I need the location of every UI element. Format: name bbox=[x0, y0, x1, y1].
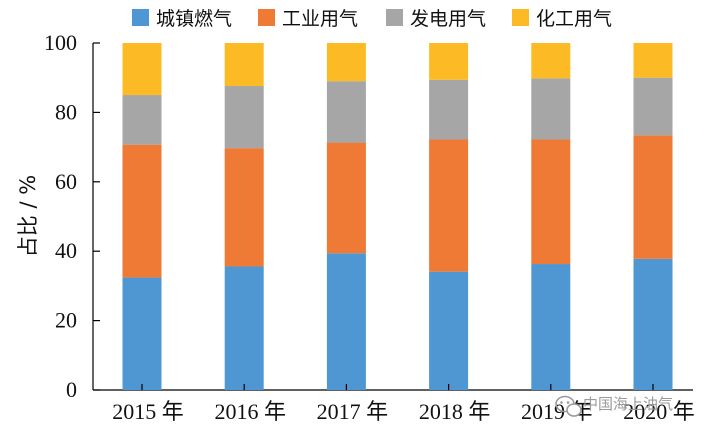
legend-label: 化工用气 bbox=[536, 8, 612, 30]
legend-swatch bbox=[132, 9, 149, 26]
bar-group bbox=[122, 43, 162, 390]
y-tick-label: 60 bbox=[55, 169, 77, 194]
x-axis-categories: 2015 年 2016 年 2017 年 2018 年 2019 年 2020 年 bbox=[112, 399, 695, 424]
bar-segment bbox=[224, 43, 264, 87]
y-tick-label: 0 bbox=[66, 377, 77, 402]
wechat-icon bbox=[555, 395, 582, 417]
x-category-label: 2017 年 bbox=[317, 399, 389, 424]
y-axis-ticks: 0 20 40 60 80 100 bbox=[44, 30, 100, 402]
bar-group bbox=[633, 43, 673, 390]
y-tick-label: 20 bbox=[55, 308, 77, 333]
bars bbox=[122, 43, 673, 390]
bar-segment bbox=[531, 43, 571, 79]
bar-segment bbox=[633, 258, 673, 390]
y-tick-label: 80 bbox=[55, 99, 77, 124]
legend-label: 工业用气 bbox=[282, 8, 358, 30]
bar-segment bbox=[122, 43, 162, 96]
bar-segment bbox=[224, 266, 264, 390]
legend-item: 城镇燃气 bbox=[132, 8, 232, 30]
bar-segment bbox=[429, 139, 469, 272]
bar-segment bbox=[633, 43, 673, 78]
bar-group bbox=[326, 43, 366, 390]
watermark: 中国海上油气 bbox=[555, 395, 673, 417]
y-tick-label: 40 bbox=[55, 238, 77, 263]
bar-segment bbox=[326, 142, 366, 254]
bar-segment bbox=[531, 139, 571, 265]
bar-segment bbox=[122, 277, 162, 390]
bar-segment bbox=[633, 77, 673, 136]
bar-segment bbox=[531, 264, 571, 390]
legend-item: 化工用气 bbox=[512, 8, 612, 30]
bar-group bbox=[429, 43, 469, 390]
bar-segment bbox=[326, 253, 366, 390]
x-category-label: 2016 年 bbox=[214, 399, 286, 424]
legend-swatch bbox=[386, 9, 403, 26]
axes bbox=[92, 43, 693, 391]
x-category-label: 2020 年 bbox=[623, 399, 695, 424]
bar-segment bbox=[122, 95, 162, 145]
y-axis-label: 占比 / % bbox=[16, 175, 40, 257]
watermark-text: 中国海上油气 bbox=[583, 395, 673, 413]
legend-swatch bbox=[258, 9, 275, 26]
bar-segment bbox=[326, 81, 366, 143]
legend-label: 城镇燃气 bbox=[156, 8, 232, 30]
legend-item: 工业用气 bbox=[258, 8, 358, 30]
bar-group bbox=[531, 43, 571, 390]
legend: 城镇燃气 工业用气 发电用气 化工用气 bbox=[132, 8, 612, 30]
bar-segment bbox=[531, 78, 571, 140]
bar-segment bbox=[429, 43, 469, 80]
x-category-label: 2018 年 bbox=[419, 399, 491, 424]
bar-group bbox=[224, 43, 264, 390]
legend-label: 发电用气 bbox=[410, 8, 486, 30]
bar-segment bbox=[326, 43, 366, 82]
legend-item: 发电用气 bbox=[386, 8, 486, 30]
bar-segment bbox=[224, 86, 264, 149]
x-category-label: 2015 年 bbox=[112, 399, 184, 424]
bar-segment bbox=[429, 271, 469, 390]
bar-segment bbox=[429, 79, 469, 140]
y-tick-label: 100 bbox=[44, 30, 77, 55]
legend-swatch bbox=[512, 9, 529, 26]
bar-segment bbox=[633, 135, 673, 259]
bar-segment bbox=[122, 144, 162, 278]
bar-segment bbox=[224, 148, 264, 267]
